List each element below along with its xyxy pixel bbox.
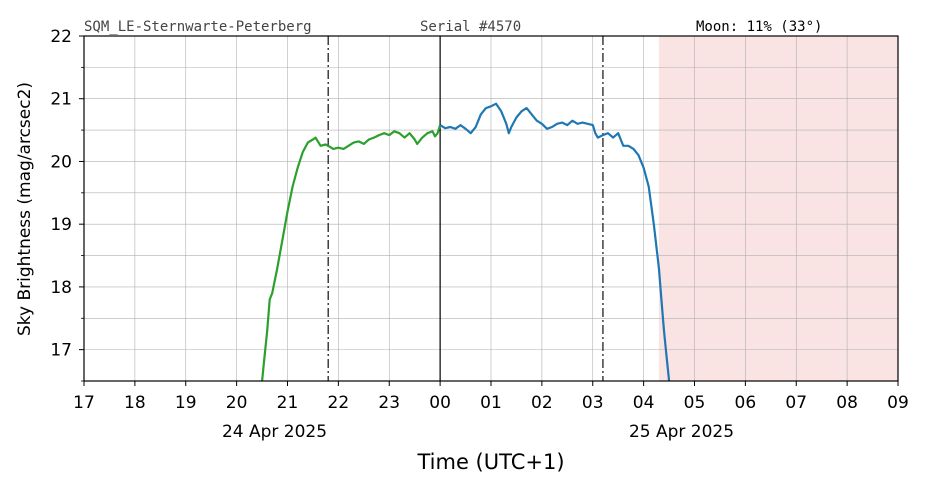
x-tick-label: 07	[785, 393, 807, 413]
x-tick-label: 04	[633, 393, 655, 413]
date-label: 24 Apr 2025	[222, 422, 327, 442]
y-tick-label: 21	[50, 90, 72, 110]
x-tick-label: 03	[582, 393, 604, 413]
x-tick-label: 09	[887, 393, 909, 413]
x-tick-label: 21	[277, 393, 299, 413]
y-axis-title: Sky Brightness (mag/arcsec2)	[15, 82, 35, 336]
y-tick-label: 17	[50, 341, 72, 361]
morning-series-line	[439, 102, 671, 381]
date-label: 25 Apr 2025	[629, 422, 734, 442]
x-tick-label: 22	[328, 393, 350, 413]
x-tick-label: 18	[124, 393, 146, 413]
x-tick-label: 08	[836, 393, 858, 413]
x-tick-label: 06	[735, 393, 757, 413]
x-tick-label: 01	[480, 393, 502, 413]
station-label: SQM_LE-Sternwarte-Peterberg	[84, 19, 312, 35]
y-tick-label: 19	[50, 215, 72, 235]
moon-shade-region	[658, 36, 898, 381]
y-tick-label: 22	[50, 27, 72, 47]
x-tick-label: 19	[175, 393, 197, 413]
x-tick-label: 02	[531, 393, 553, 413]
x-tick-label: 20	[226, 393, 248, 413]
x-tick-label: 00	[429, 393, 451, 413]
x-tick-label: 17	[73, 393, 95, 413]
y-tick-label: 20	[50, 152, 72, 172]
evening-series-line	[261, 124, 442, 381]
y-tick-label: 18	[50, 278, 72, 298]
moon-label: Moon: 11% (33°)	[696, 19, 822, 35]
x-tick-label: 05	[684, 393, 706, 413]
serial-label: Serial #4570	[420, 19, 521, 35]
x-axis-title: Time (UTC+1)	[416, 450, 564, 474]
x-tick-label: 23	[378, 393, 400, 413]
